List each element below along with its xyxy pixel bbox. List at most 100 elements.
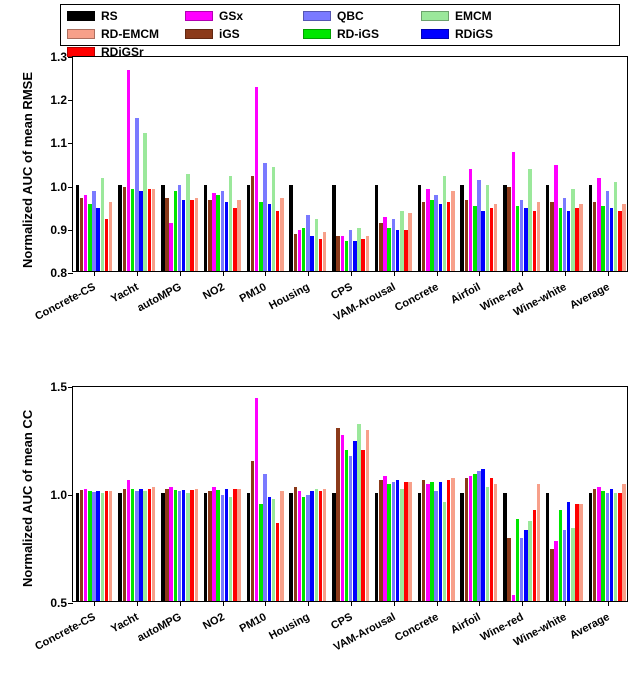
bar-rd-emcm xyxy=(494,484,497,601)
bar-rdigs xyxy=(225,202,228,271)
bar-rdigsr xyxy=(618,493,621,601)
bar-rdigsr xyxy=(490,478,493,601)
bar-emcm xyxy=(229,497,232,601)
bar-igs xyxy=(379,480,382,601)
bar-rd-emcm xyxy=(494,204,497,271)
bar-igs xyxy=(251,176,254,271)
bar-rdigs xyxy=(610,489,613,601)
legend-swatch xyxy=(303,29,331,39)
bar-gsx xyxy=(255,87,258,271)
bar-gsx xyxy=(469,169,472,271)
bar-rdigs xyxy=(353,241,356,271)
bars-rmse xyxy=(73,57,627,271)
bar-qbc xyxy=(306,495,309,601)
bar-gsx xyxy=(426,189,429,271)
ytick-label: 0.8 xyxy=(50,266,67,280)
bar-rdigsr xyxy=(105,491,108,601)
bar-gsx xyxy=(554,165,557,271)
bar-rd-emcm xyxy=(195,489,198,601)
bar-gsx xyxy=(341,435,344,601)
bar-rd-igs xyxy=(174,490,177,601)
xtick-line xyxy=(180,601,181,606)
bar-rd-igs xyxy=(387,228,390,271)
bar-rd-igs xyxy=(88,491,91,601)
bar-rdigsr xyxy=(148,489,151,601)
ylabel-rmse: Normalized AUC of mean RMSE xyxy=(20,72,35,268)
bar-rd-igs xyxy=(559,208,562,271)
xtick-line xyxy=(137,271,138,276)
bar-rdigsr xyxy=(533,510,536,601)
ytick-line xyxy=(68,100,73,101)
bar-rdigs xyxy=(310,236,313,271)
panel-rmse: 0.80.91.01.11.21.3Concrete-CSYachtautoMP… xyxy=(72,56,628,272)
bar-qbc xyxy=(221,191,224,271)
bar-rdigs xyxy=(139,489,142,601)
bar-rs xyxy=(332,493,335,601)
bar-igs xyxy=(507,538,510,601)
bar-rs xyxy=(546,185,549,271)
ytick-line xyxy=(68,603,73,604)
legend-swatch xyxy=(421,11,449,21)
bar-qbc xyxy=(434,195,437,271)
bar-rdigsr xyxy=(533,211,536,271)
bar-rdigsr xyxy=(361,450,364,601)
bar-qbc xyxy=(606,493,609,601)
bar-gsx xyxy=(212,193,215,271)
bar-rdigsr xyxy=(190,490,193,601)
xtick-line xyxy=(265,271,266,276)
ytick-label: 1.1 xyxy=(50,136,67,150)
bar-rdigs xyxy=(139,191,142,271)
bar-gsx xyxy=(469,476,472,601)
panel-cc: 0.51.01.5Concrete-CSYachtautoMPGNO2PM10H… xyxy=(72,386,628,602)
bar-gsx xyxy=(597,487,600,601)
bar-rd-emcm xyxy=(323,489,326,601)
bar-rd-emcm xyxy=(237,489,240,601)
bar-rs xyxy=(546,493,549,601)
bar-rd-igs xyxy=(559,510,562,601)
bar-rdigsr xyxy=(233,489,236,601)
legend-item-igs: iGS xyxy=(185,25,303,43)
xtick-line xyxy=(94,271,95,276)
bar-rs xyxy=(589,185,592,271)
bar-emcm xyxy=(400,489,403,601)
bar-rd-igs xyxy=(473,474,476,601)
bar-igs xyxy=(507,187,510,271)
bar-rd-igs xyxy=(430,200,433,271)
bar-emcm xyxy=(101,493,104,601)
bar-rd-igs xyxy=(430,482,433,601)
bar-rs xyxy=(460,185,463,271)
bar-rdigsr xyxy=(319,491,322,601)
bar-qbc xyxy=(349,456,352,601)
bar-emcm xyxy=(315,489,318,601)
bar-rdigsr xyxy=(148,189,151,271)
bar-rs xyxy=(289,493,292,601)
bar-rdigs xyxy=(96,208,99,271)
bar-rdigsr xyxy=(447,480,450,601)
legend-label: RS xyxy=(101,9,118,23)
bar-emcm xyxy=(528,521,531,601)
bar-rdigs xyxy=(524,530,527,601)
bar-igs xyxy=(165,198,168,271)
bar-rs xyxy=(247,185,250,271)
bar-gsx xyxy=(84,489,87,601)
bar-rd-emcm xyxy=(451,191,454,271)
bar-emcm xyxy=(272,499,275,601)
bar-igs xyxy=(550,202,553,271)
xtick-line xyxy=(608,271,609,276)
bar-gsx xyxy=(341,236,344,271)
bar-rs xyxy=(76,493,79,601)
bar-rd-igs xyxy=(259,504,262,601)
ytick-label: 1.3 xyxy=(50,50,67,64)
bar-gsx xyxy=(212,487,215,601)
bar-igs xyxy=(593,489,596,601)
bar-rdigs xyxy=(225,489,228,601)
bar-qbc xyxy=(92,191,95,271)
bar-gsx xyxy=(383,476,386,601)
bar-emcm xyxy=(486,487,489,601)
bar-rs xyxy=(418,493,421,601)
bar-rs xyxy=(589,493,592,601)
xtick-line xyxy=(223,271,224,276)
bar-rdigsr xyxy=(404,482,407,601)
bar-rd-emcm xyxy=(280,491,283,601)
bar-gsx xyxy=(426,484,429,601)
